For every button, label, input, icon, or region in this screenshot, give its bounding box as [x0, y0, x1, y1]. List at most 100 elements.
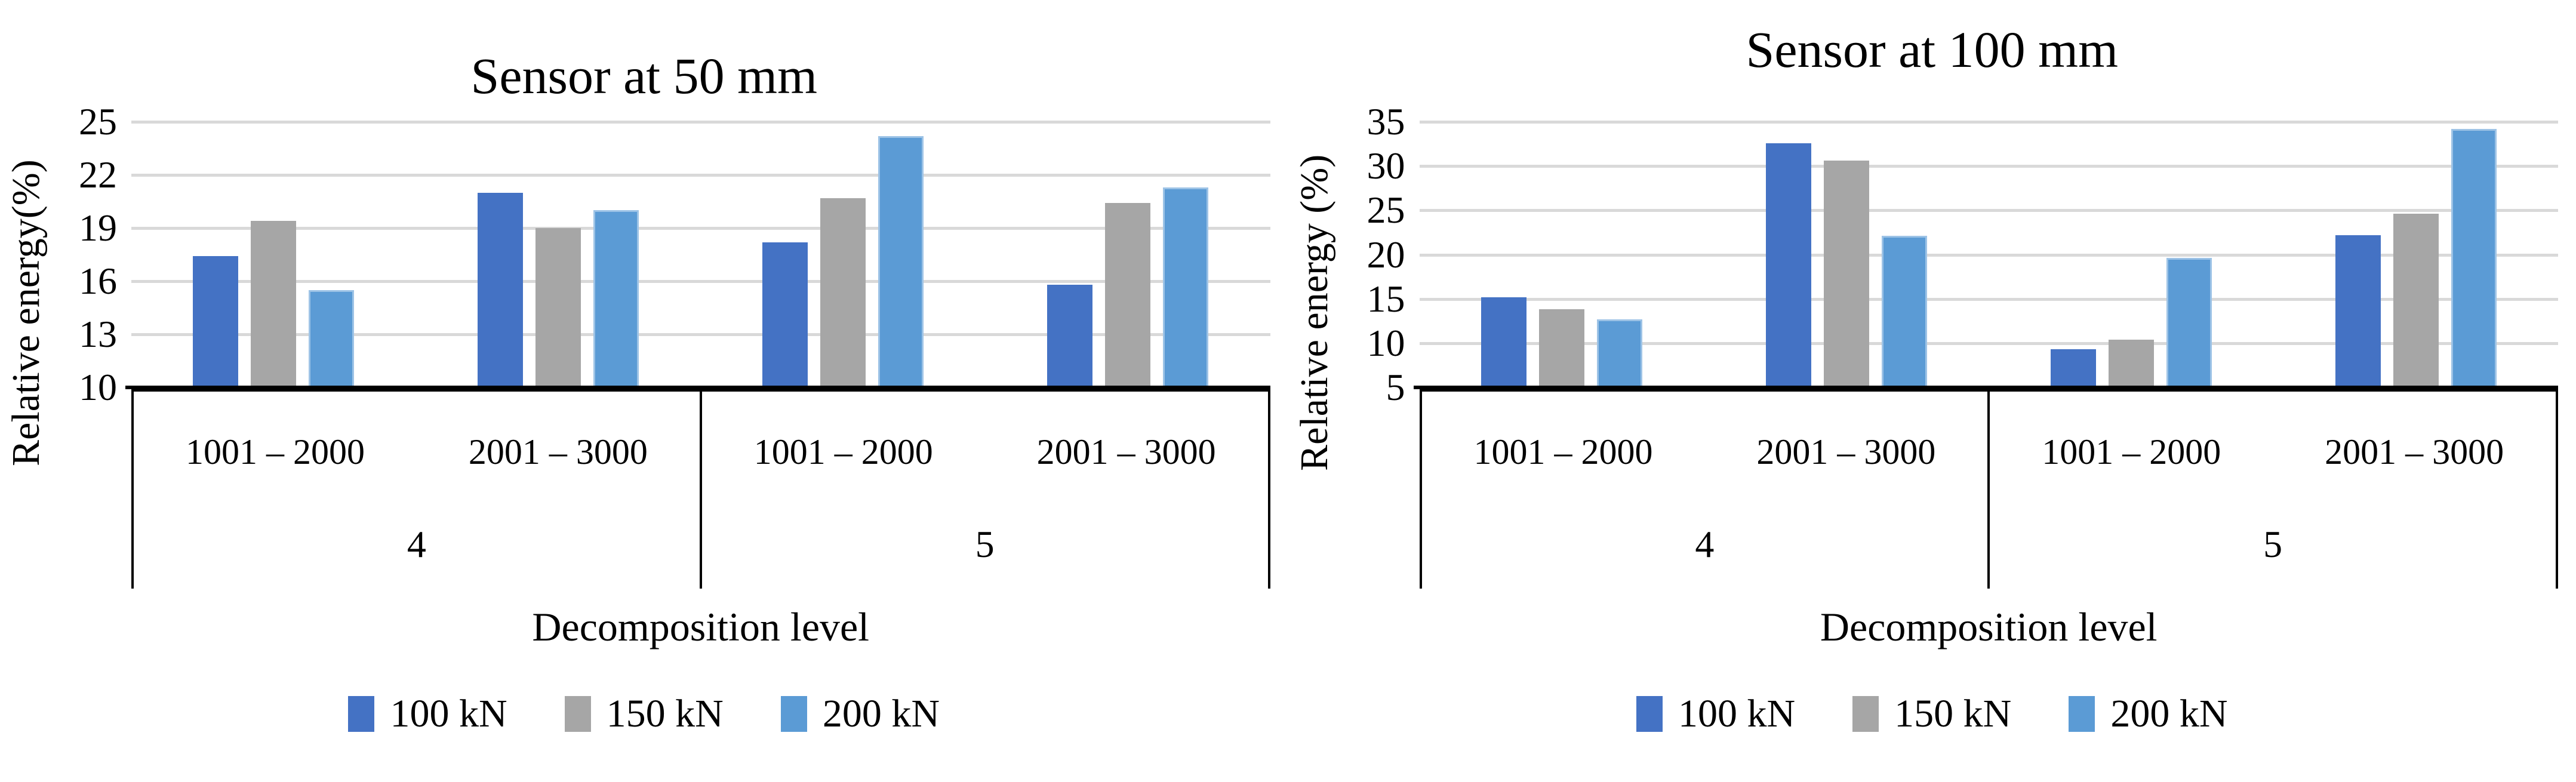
bar-150kN-group4	[1105, 203, 1151, 387]
y-axis-tick-labels: 5 10 15 20 25 30 35	[1341, 103, 1420, 407]
bar-200kN-group4	[2451, 128, 2497, 387]
bar-group-2001–3000	[1704, 122, 1989, 387]
range-label: 2001 – 3000	[1756, 432, 1936, 472]
bar-group-1001–2000	[131, 122, 416, 387]
gridline-y16	[131, 280, 1270, 283]
x-axis-title: Decomposition level	[1820, 604, 2158, 649]
range-label: 2001 – 3000	[2325, 432, 2504, 472]
range-label-row: 1001 – 2000 2001 – 3000	[702, 392, 1268, 492]
bar-100kN-group3	[2050, 349, 2096, 387]
gridline-y10	[1419, 341, 2558, 345]
level-section-4: 1001 – 2000 2001 – 3000 4	[1419, 392, 1988, 589]
range-label-row: 1001 – 2000 2001 – 3000	[1990, 392, 2556, 492]
bar-100kN-group1	[1481, 297, 1526, 387]
legend-item-100kN: 100 kN	[1636, 691, 1795, 737]
bar-group-1001–2000	[1420, 122, 1704, 387]
y-tick-label: 20	[1367, 233, 1405, 276]
gridline-y15	[1419, 297, 2558, 301]
chart-title: Sensor at 50 mm	[470, 47, 817, 104]
y-axis-title: Relative energy (%)	[1292, 154, 1336, 472]
chart-sensor-50mm: Sensor at 50 mm Relative energy(%) 10 13 1…	[0, 47, 1288, 737]
y-tick-label: 22	[79, 153, 117, 196]
y-tick-label: 35	[1367, 100, 1405, 143]
category-axis-box: 1001 – 2000 2001 – 3000 4 1001 – 2000 2001 –…	[131, 387, 1270, 589]
range-label-row: 1001 – 2000 2001 – 3000	[134, 392, 700, 492]
category-axis-box: 1001 – 2000 2001 – 3000 4 1001 – 2000 2001 –…	[1419, 387, 2558, 589]
legend-label: 200 kN	[2110, 692, 2228, 735]
plot-area	[1413, 121, 2559, 389]
level-label: 4	[1695, 523, 1715, 565]
plot-column: 1001 – 2000 2001 – 3000 4 1001 – 2000 2001 –…	[125, 121, 1270, 654]
legend-item-200kN: 200 kN	[2069, 691, 2228, 737]
y-axis-tick-labels: 10 13 16 19 22 25	[53, 103, 131, 407]
level-section-5: 1001 – 2000 2001 – 3000 5	[699, 392, 1270, 589]
chart-sensor-100mm: Sensor at 100 mm Relative energy (%) 5 10…	[1288, 0, 2576, 782]
legend-label: 200 kN	[822, 692, 940, 735]
bar-150kN-group1	[1538, 309, 1584, 387]
legend: 100 kN 150 kN 200 kN	[0, 691, 1288, 737]
bar-150kN-group3	[820, 198, 866, 387]
level-label: 4	[407, 523, 426, 565]
y-axis-title: Relative energy(%)	[4, 159, 48, 466]
bar-200kN-group1	[309, 290, 355, 387]
legend-item-200kN: 200 kN	[780, 691, 940, 737]
legend-item-150kN: 150 kN	[1852, 691, 2011, 737]
bar-group-1001–2000	[1989, 122, 2273, 387]
y-tick-label: 10	[79, 366, 117, 408]
gridline-y13	[131, 333, 1270, 336]
y-tick-label: 19	[79, 207, 117, 249]
legend-marker-icon	[780, 696, 807, 732]
bar-200kN-group3	[878, 136, 924, 387]
legend-marker-icon	[1636, 696, 1663, 732]
bars-layer	[1420, 122, 2559, 387]
bar-100kN-group1	[193, 256, 239, 387]
bar-100kN-group4	[1047, 284, 1093, 387]
x-axis-line	[125, 386, 1270, 389]
bar-200kN-group3	[2166, 258, 2212, 387]
chart-body: Relative energy (%) 5 10 15 20 25 30 35 1001 –…	[1288, 103, 2576, 654]
range-label: 2001 – 3000	[1036, 432, 1216, 472]
gridline-y19	[131, 227, 1270, 230]
bar-group-2001–3000	[416, 122, 701, 387]
bar-100kN-group2	[478, 192, 524, 387]
bar-150kN-group3	[2108, 339, 2154, 387]
y-tick-label: 30	[1367, 144, 1405, 187]
legend-item-150kN: 150 kN	[564, 691, 724, 737]
bar-150kN-group2	[535, 228, 581, 387]
legend: 100 kN 150 kN 200 kN	[1288, 691, 2576, 737]
chart-title: Sensor at 100 mm	[1746, 21, 2118, 78]
gridline-y25	[1419, 209, 2558, 213]
bar-200kN-group2	[593, 210, 639, 387]
y-tick-label: 13	[79, 313, 117, 355]
level-section-5: 1001 – 2000 2001 – 3000 5	[1987, 392, 2558, 589]
bar-100kN-group3	[762, 242, 808, 387]
legend-label: 100 kN	[1678, 692, 1796, 735]
range-label: 1001 – 2000	[185, 432, 365, 472]
legend-label: 150 kN	[606, 692, 724, 735]
range-label: 1001 – 2000	[2042, 432, 2221, 472]
x-axis-title: Decomposition level	[532, 604, 870, 649]
chart-body: Relative energy(%) 10 13 16 19 22 25 1001 – 2…	[0, 103, 1288, 654]
plot-area	[125, 121, 1270, 389]
x-axis-line	[1413, 386, 2558, 389]
legend-label: 100 kN	[390, 692, 507, 735]
legend-marker-icon	[2069, 696, 2095, 732]
y-tick-label: 10	[1367, 321, 1405, 364]
range-label: 1001 – 2000	[1473, 432, 1653, 472]
bar-100kN-group4	[2335, 235, 2381, 387]
y-tick-label: 15	[1367, 277, 1405, 320]
bars-layer	[131, 122, 1270, 387]
range-label: 1001 – 2000	[753, 432, 933, 472]
y-tick-label: 25	[79, 100, 117, 143]
bar-150kN-group2	[1823, 161, 1869, 387]
bar-group-2001–3000	[2273, 122, 2558, 387]
y-tick-label: 5	[1386, 366, 1405, 408]
range-label: 2001 – 3000	[468, 432, 648, 472]
gridline-y25	[131, 121, 1270, 124]
bar-group-2001–3000	[986, 122, 1270, 387]
bar-200kN-group2	[1881, 236, 1927, 387]
legend-label: 150 kN	[1894, 692, 2012, 735]
y-tick-label: 16	[79, 260, 117, 302]
bar-group-1001–2000	[701, 122, 986, 387]
y-tick-label: 25	[1367, 189, 1405, 232]
